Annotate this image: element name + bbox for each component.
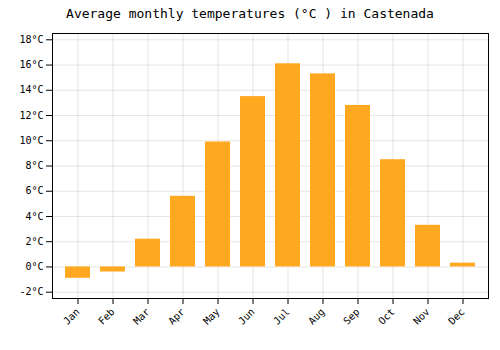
svg-text:Sep: Sep [341, 306, 362, 327]
svg-text:18°C: 18°C [19, 34, 43, 45]
svg-text:Jun: Jun [236, 306, 257, 327]
svg-text:6°C: 6°C [25, 185, 43, 196]
svg-text:Jan: Jan [61, 306, 82, 327]
svg-text:Apr: Apr [166, 306, 187, 327]
svg-text:Dec: Dec [446, 306, 467, 327]
svg-text:-2°C: -2°C [19, 286, 43, 297]
svg-text:Aug: Aug [306, 306, 327, 327]
svg-text:8°C: 8°C [25, 160, 43, 171]
svg-text:2°C: 2°C [25, 236, 43, 247]
svg-text:Mar: Mar [131, 306, 152, 327]
svg-text:4°C: 4°C [25, 211, 43, 222]
svg-text:10°C: 10°C [19, 135, 43, 146]
svg-text:14°C: 14°C [19, 84, 43, 95]
svg-text:16°C: 16°C [19, 59, 43, 70]
svg-text:Jul: Jul [271, 306, 292, 327]
svg-text:Oct: Oct [376, 306, 397, 327]
html-text:Average monthly temperatures (: Average monthly temperatures (°C ) in Ca… [66, 6, 434, 21]
svg-text:May: May [201, 306, 222, 327]
svg-text:12°C: 12°C [19, 110, 43, 121]
svg-text:0°C: 0°C [25, 261, 43, 272]
svg-text:Nov: Nov [411, 306, 432, 327]
svg-text:Feb: Feb [96, 306, 117, 327]
